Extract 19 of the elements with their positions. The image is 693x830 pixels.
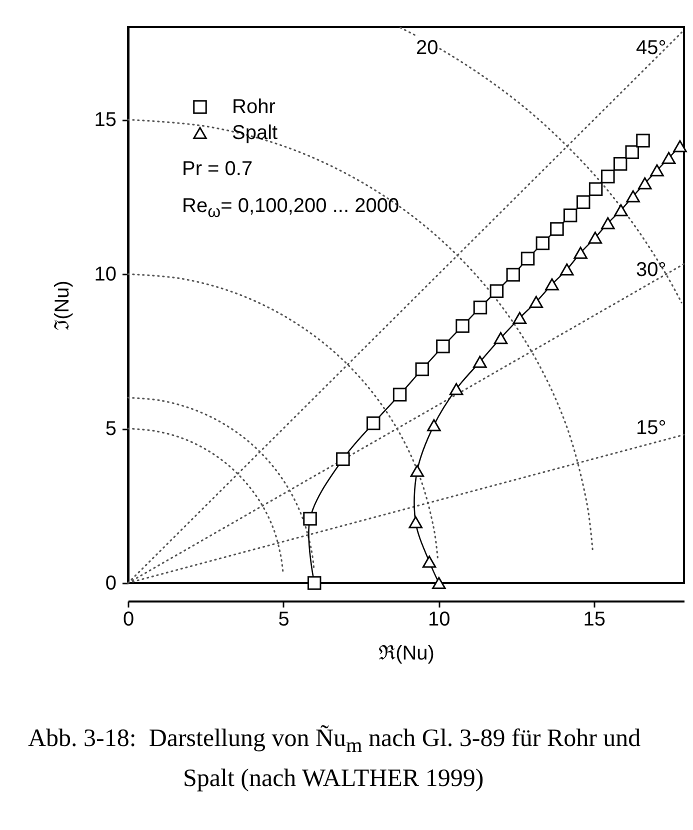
annotation: 15° <box>636 416 666 440</box>
x-tick-label: 15 <box>583 608 606 630</box>
x-axis-title: ℜ(Nu) <box>378 642 434 664</box>
y-tick-label: 5 <box>105 418 116 440</box>
y-tick-label: 15 <box>94 109 116 132</box>
annotation: Pr = 0.7 <box>182 157 253 181</box>
annotation: 30° <box>636 258 666 282</box>
y-tick-label: 10 <box>94 264 116 286</box>
legend-label: Spalt <box>232 122 278 144</box>
annotation: 20 <box>416 36 438 60</box>
annotation: 45° <box>636 36 666 60</box>
legend-label: Rohr <box>232 96 276 118</box>
x-tick-label: 10 <box>428 608 450 630</box>
x-tick-label: 5 <box>278 608 290 630</box>
y-tick-label: 0 <box>105 572 116 594</box>
annotation: Re$_{ω}$= 0,100,200 ... 2000 <box>182 194 400 223</box>
x-tick-label: 0 <box>122 608 134 630</box>
y-axis-title: ℑ(Nu) <box>51 280 74 330</box>
caption: Abb. 3-18: Darstellung von Ñu$_{m}$ nach Gl. 3-89 für Rohr und Spalt (nach WALTHER 1999) <box>28 724 642 794</box>
